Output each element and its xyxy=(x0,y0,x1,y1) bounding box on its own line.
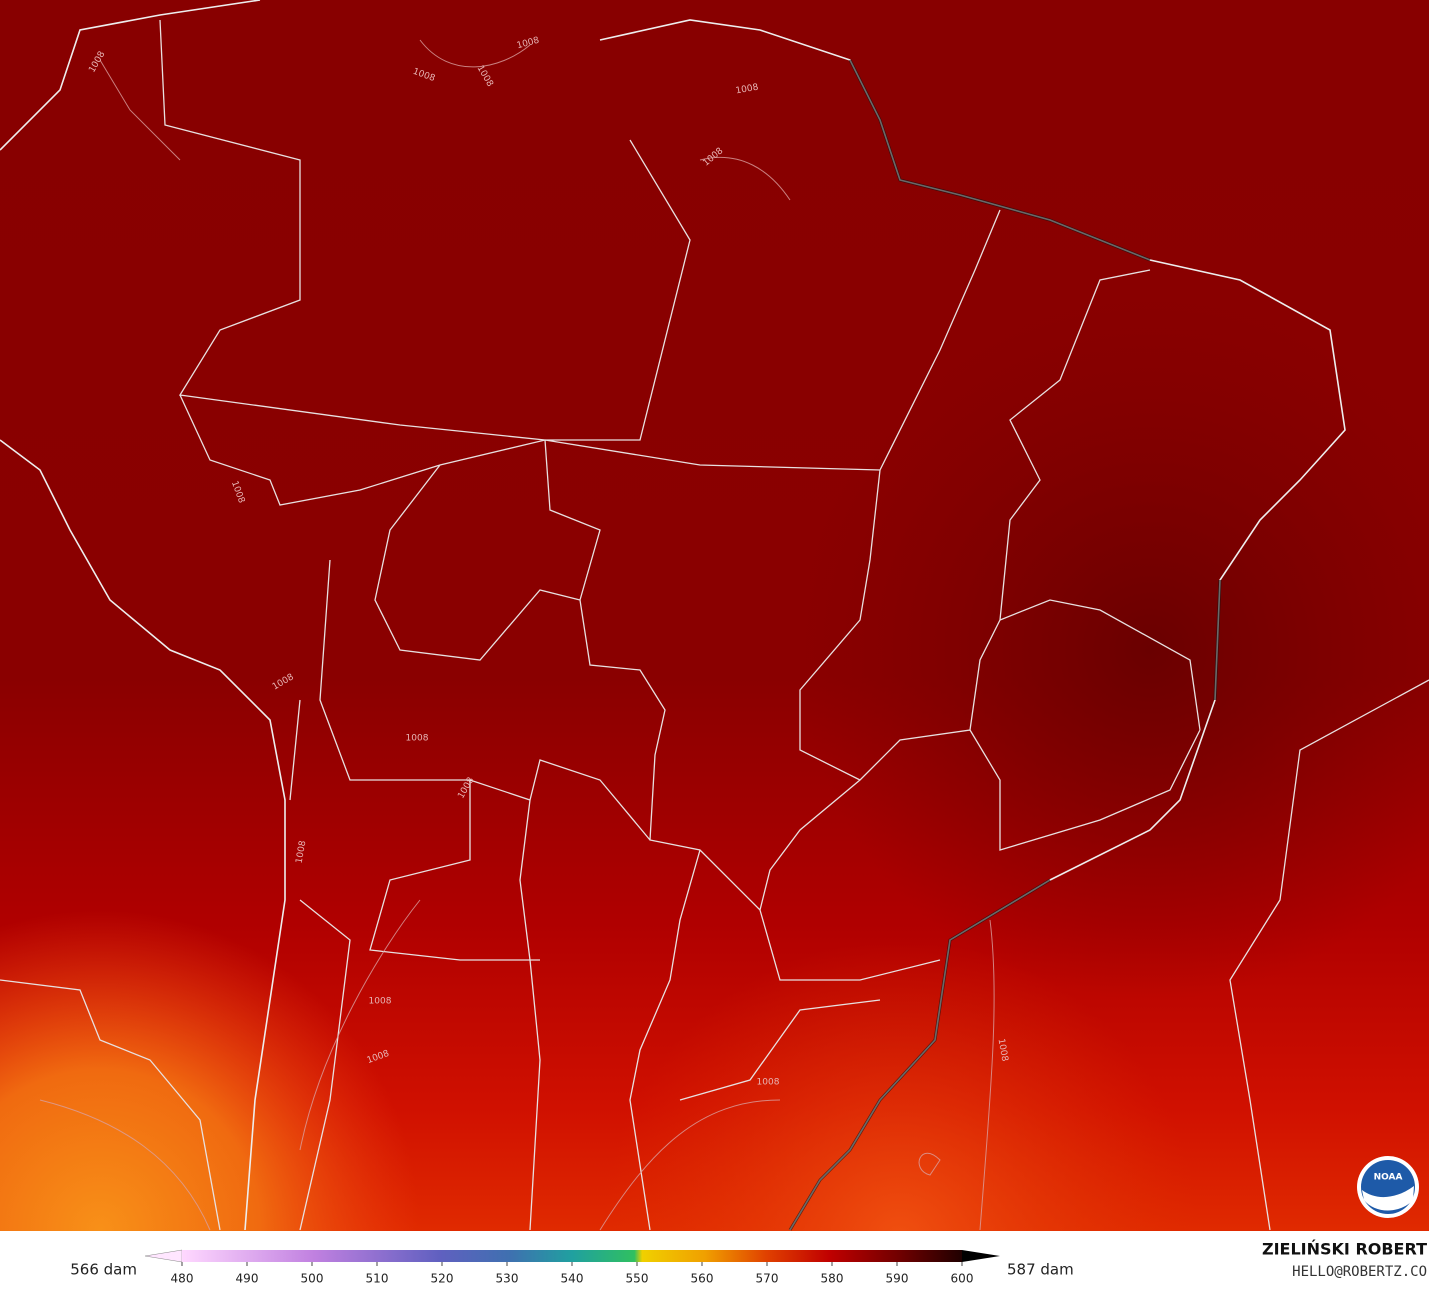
colorbar-tick-label: 560 xyxy=(691,1272,714,1286)
contour-label: 1008 xyxy=(735,83,760,97)
colorbar-tick-label: 550 xyxy=(626,1272,649,1286)
colorbar-tick-label: 490 xyxy=(236,1272,259,1286)
colorbar-tick-label: 590 xyxy=(886,1272,909,1286)
contour-label: 1008 xyxy=(996,1038,1010,1063)
field-hot xyxy=(0,0,1429,1231)
author: ZIELIŃSKI ROBERT xyxy=(1262,1240,1427,1259)
max-label: 587 dam xyxy=(1007,1261,1074,1279)
colorbar-tick-label: 530 xyxy=(496,1272,519,1286)
noaa-logo: NOAA xyxy=(1357,1156,1419,1218)
coastline-shadow xyxy=(788,59,1222,1231)
colorbar-tick-label: 600 xyxy=(951,1272,974,1286)
colorbar: 566 dam 587 dam 480 490 500 510 520 530 540 550… xyxy=(70,1249,1074,1286)
contour-label: 1008 xyxy=(406,734,429,744)
email: HELLO@ROBERTZ.CO xyxy=(1292,1264,1427,1280)
logo-text: NOAA xyxy=(1374,1173,1403,1183)
logo-wave xyxy=(1362,1186,1414,1211)
colorbar-tick-label: 480 xyxy=(171,1272,194,1286)
borders xyxy=(0,19,1429,1231)
colorbar-tick-label: 510 xyxy=(366,1272,389,1286)
colorbar-ramp xyxy=(182,1250,962,1262)
colorbar-tick-label: 580 xyxy=(821,1272,844,1286)
colorbar-tick-label: 540 xyxy=(561,1272,584,1286)
colorbar-tick-label: 520 xyxy=(431,1272,454,1286)
isobars xyxy=(39,39,995,1231)
contour-label: 1008 xyxy=(369,997,392,1007)
colorbar-tick-label: 500 xyxy=(301,1272,324,1286)
contour-label: 1008 xyxy=(295,840,309,865)
min-label: 566 dam xyxy=(70,1261,137,1279)
contour-label: 1008 xyxy=(757,1078,780,1088)
colorbar-high-end xyxy=(962,1250,1000,1262)
colorbar-low-end xyxy=(144,1249,183,1263)
map xyxy=(0,0,1429,1231)
colorbar-tick-label: 570 xyxy=(756,1272,779,1286)
